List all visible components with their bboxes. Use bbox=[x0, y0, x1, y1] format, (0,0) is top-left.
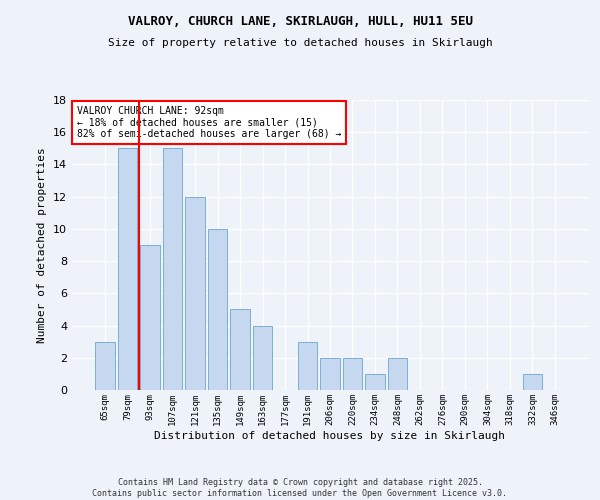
Bar bbox=[523, 374, 542, 390]
Bar bbox=[365, 374, 385, 390]
Bar bbox=[163, 148, 182, 390]
Text: Contains HM Land Registry data © Crown copyright and database right 2025.
Contai: Contains HM Land Registry data © Crown c… bbox=[92, 478, 508, 498]
Bar bbox=[320, 358, 340, 390]
Bar bbox=[140, 245, 160, 390]
Text: VALROY, CHURCH LANE, SKIRLAUGH, HULL, HU11 5EU: VALROY, CHURCH LANE, SKIRLAUGH, HULL, HU… bbox=[128, 15, 473, 28]
X-axis label: Distribution of detached houses by size in Skirlaugh: Distribution of detached houses by size … bbox=[155, 430, 505, 440]
Bar bbox=[343, 358, 362, 390]
Y-axis label: Number of detached properties: Number of detached properties bbox=[37, 147, 47, 343]
Bar bbox=[95, 342, 115, 390]
Bar bbox=[230, 310, 250, 390]
Text: VALROY CHURCH LANE: 92sqm
← 18% of detached houses are smaller (15)
82% of semi-: VALROY CHURCH LANE: 92sqm ← 18% of detac… bbox=[77, 106, 341, 139]
Bar bbox=[208, 229, 227, 390]
Bar bbox=[298, 342, 317, 390]
Bar bbox=[118, 148, 137, 390]
Bar bbox=[388, 358, 407, 390]
Text: Size of property relative to detached houses in Skirlaugh: Size of property relative to detached ho… bbox=[107, 38, 493, 48]
Bar bbox=[185, 196, 205, 390]
Bar bbox=[253, 326, 272, 390]
